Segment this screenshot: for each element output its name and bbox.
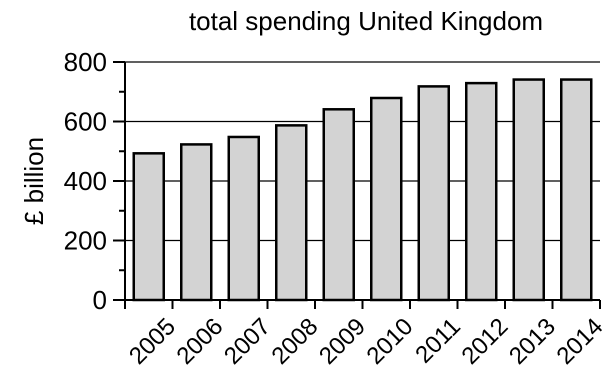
- bar-2010: [370, 96, 403, 302]
- bar-series: [132, 78, 593, 302]
- x-tick-label: 2005: [124, 313, 181, 370]
- x-tick-label: 2011: [410, 313, 466, 369]
- x-tick-label: 2014: [552, 313, 607, 370]
- bar-2009: [322, 108, 355, 302]
- y-tick-label: 800: [64, 47, 107, 77]
- y-axis-ticks: 0 200 400 600 800: [64, 47, 125, 315]
- x-tick-label: 2006: [172, 313, 229, 370]
- y-axis-label: £ billion: [19, 137, 49, 225]
- bar-2006: [180, 143, 213, 302]
- chart-title: total spending United Kingdom: [189, 6, 543, 36]
- x-tick-label: 2008: [267, 313, 324, 370]
- y-tick-label: 200: [64, 226, 107, 256]
- bar-2005: [132, 152, 165, 302]
- x-tick-label: 2009: [314, 313, 371, 370]
- bar-2007: [227, 135, 260, 302]
- x-tick-label: 2007: [219, 313, 276, 370]
- bar-2013: [512, 78, 545, 302]
- y-tick-label: 600: [64, 107, 107, 137]
- y-tick-label: 400: [64, 166, 107, 196]
- y-tick-label: 0: [93, 285, 107, 315]
- bar-2008: [275, 124, 308, 302]
- x-tick-label: 2013: [504, 313, 561, 370]
- bar-2012: [465, 81, 498, 302]
- x-tick-label: 2010: [362, 313, 419, 370]
- bar-2011: [417, 85, 450, 302]
- bar-2014: [560, 78, 593, 302]
- x-tick-label: 2012: [457, 313, 514, 370]
